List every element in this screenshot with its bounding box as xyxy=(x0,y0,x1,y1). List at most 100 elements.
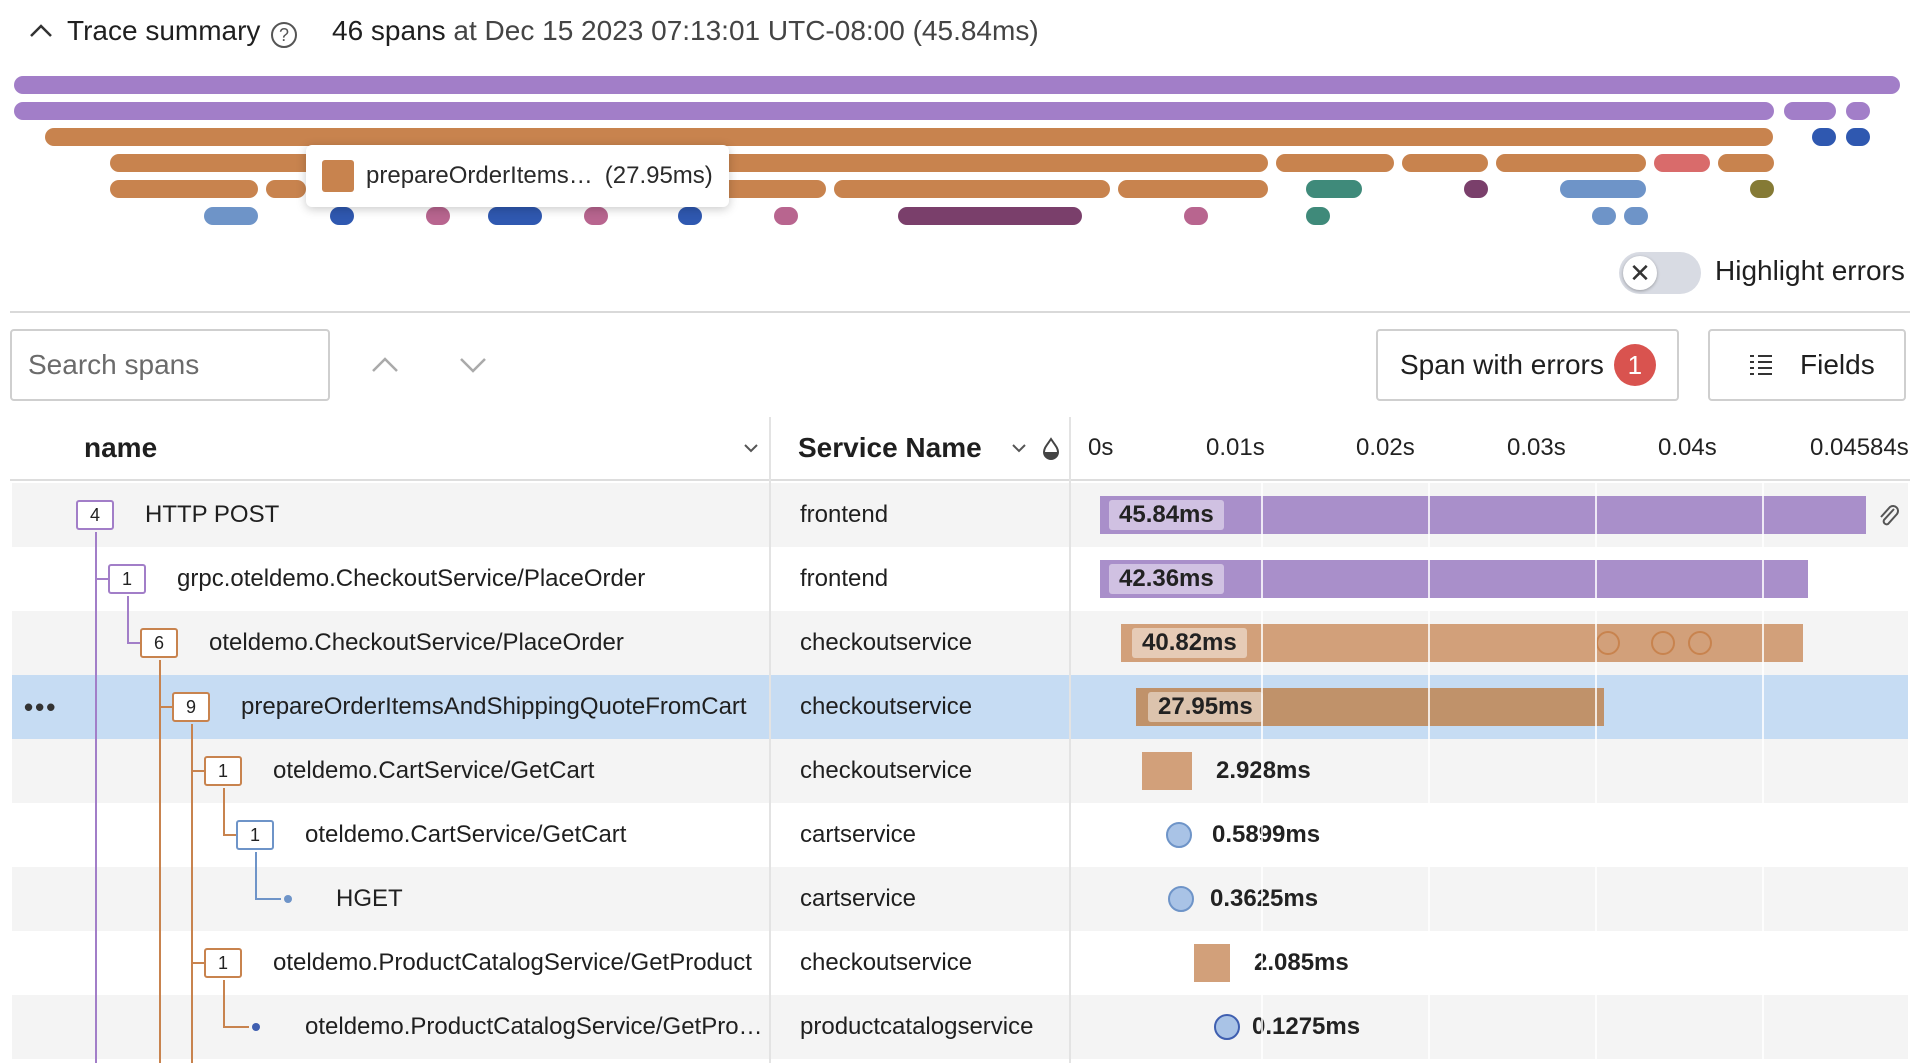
span-name: oteldemo.ProductCatalogService/GetPro… xyxy=(305,1013,763,1040)
tree-line xyxy=(223,834,236,836)
previous-match-button[interactable] xyxy=(355,337,415,393)
column-divider[interactable] xyxy=(1069,417,1071,1063)
tree-line xyxy=(159,660,161,1063)
child-count-badge[interactable]: 9 xyxy=(172,692,210,722)
child-count-badge[interactable]: 1 xyxy=(204,756,242,786)
minimap-bar xyxy=(1118,180,1268,198)
table-row[interactable]: 4 HTTP POST frontend 45.84ms xyxy=(12,483,1908,547)
minimap-bar xyxy=(45,128,1773,146)
trace-meta: 46 spans at Dec 15 2023 07:13:01 UTC-08:… xyxy=(332,15,1039,47)
table-row[interactable]: 1 oteldemo.CartService/GetCart cartservi… xyxy=(12,803,1908,867)
service-name: checkoutservice xyxy=(800,693,973,720)
column-header-service[interactable]: Service Name xyxy=(798,432,982,463)
tree-line xyxy=(191,770,204,772)
minimap-bar xyxy=(1496,154,1646,172)
span-with-errors-label: Span with errors xyxy=(1400,349,1604,380)
span-duration: 27.95ms xyxy=(1148,692,1263,722)
timeline-tick: 0s xyxy=(1088,434,1114,461)
child-count-badge[interactable]: 4 xyxy=(76,500,114,530)
chevron-down-icon[interactable] xyxy=(1010,441,1028,455)
child-count-badge[interactable]: 1 xyxy=(108,564,146,594)
timeline-tick: 0.01s xyxy=(1206,434,1265,461)
close-icon: ✕ xyxy=(1623,256,1657,290)
help-icon[interactable]: ? xyxy=(271,22,297,48)
span-duration: 0.3625ms xyxy=(1210,885,1319,912)
minimap-bar xyxy=(488,207,542,225)
minimap-bar xyxy=(1750,180,1774,198)
event-marker[interactable] xyxy=(1596,631,1620,655)
span-duration: 45.84ms xyxy=(1109,500,1224,530)
table-row[interactable]: oteldemo.ProductCatalogService/GetPro… p… xyxy=(12,995,1908,1059)
divider xyxy=(10,311,1910,313)
fields-button[interactable]: Fields xyxy=(1708,329,1906,401)
table-row[interactable]: 6 oteldemo.CheckoutService/PlaceOrder ch… xyxy=(12,611,1908,675)
span-duration: 2.085ms xyxy=(1254,949,1349,976)
chevron-down-icon[interactable] xyxy=(742,441,760,455)
minimap-bar xyxy=(1846,102,1870,120)
table-row[interactable]: 1 oteldemo.ProductCatalogService/GetProd… xyxy=(12,931,1908,995)
minimap-bar xyxy=(1846,128,1870,146)
minimap-bar xyxy=(678,207,702,225)
service-name: checkoutservice xyxy=(800,757,973,784)
tree-line xyxy=(255,852,257,898)
trace-summary-title[interactable]: Trace summary xyxy=(67,15,261,46)
fields-label: Fields xyxy=(1800,349,1875,380)
tree-leaf-dot xyxy=(252,1023,260,1031)
timeline-tick: 0.03s xyxy=(1507,434,1566,461)
minimap-bar xyxy=(1718,154,1774,172)
span-bar xyxy=(1100,560,1808,598)
table-row-selected[interactable]: ••• 9 prepareOrderItemsAndShippingQuoteF… xyxy=(12,675,1908,739)
timeline-gridline xyxy=(1762,481,1764,1063)
minimap-bar xyxy=(110,180,258,198)
span-point xyxy=(1214,1014,1240,1040)
table-row[interactable]: 1 oteldemo.CartService/GetCart checkouts… xyxy=(12,739,1908,803)
span-duration: 40.82ms xyxy=(1132,628,1247,658)
minimap-bar xyxy=(1784,102,1836,120)
minimap-bar xyxy=(1184,207,1208,225)
list-icon xyxy=(1750,355,1772,375)
span-duration: 2.928ms xyxy=(1216,757,1311,784)
table-row[interactable]: HGET cartservice 0.3625ms xyxy=(12,867,1908,931)
span-name: grpc.oteldemo.CheckoutService/PlaceOrder xyxy=(177,565,646,592)
tree-line xyxy=(191,724,193,1063)
column-divider[interactable] xyxy=(769,417,771,1063)
minimap-bar xyxy=(426,207,450,225)
minimap-bar xyxy=(204,207,258,225)
trace-timestamp: at Dec 15 2023 07:13:01 UTC-08:00 (45.84… xyxy=(453,15,1039,46)
minimap-bar xyxy=(1306,180,1362,198)
tree-line xyxy=(223,1026,249,1028)
tree-line xyxy=(159,706,172,708)
column-header-name[interactable]: name xyxy=(84,432,158,463)
minimap-bar xyxy=(1276,154,1394,172)
span-duration: 42.36ms xyxy=(1109,564,1224,594)
paperclip-icon[interactable] xyxy=(1876,501,1902,529)
table-row[interactable]: 1 grpc.oteldemo.CheckoutService/PlaceOrd… xyxy=(12,547,1908,611)
span-bar xyxy=(1100,496,1866,534)
service-color-swatch xyxy=(322,160,354,192)
span-bar xyxy=(1136,688,1604,726)
service-name: productcatalogservice xyxy=(800,1013,1034,1040)
span-with-errors-button[interactable]: Span with errors 1 xyxy=(1376,329,1679,401)
highlight-errors-toggle[interactable]: ✕ xyxy=(1619,252,1701,294)
child-count-badge[interactable]: 1 xyxy=(236,820,274,850)
child-count-badge[interactable]: 6 xyxy=(140,628,178,658)
timeline-tick: 0.04s xyxy=(1658,434,1717,461)
minimap-bar xyxy=(330,207,354,225)
minimap-bar xyxy=(1654,154,1710,172)
next-match-button[interactable] xyxy=(443,337,503,393)
child-count-badge[interactable]: 1 xyxy=(204,948,242,978)
minimap-bar xyxy=(1812,128,1836,146)
event-marker[interactable] xyxy=(1688,631,1712,655)
search-input[interactable] xyxy=(10,329,330,401)
event-marker[interactable] xyxy=(1651,631,1675,655)
span-name: oteldemo.CartService/GetCart xyxy=(273,757,595,784)
tooltip-span-name: prepareOrderItems… xyxy=(366,162,593,189)
color-drop-icon[interactable] xyxy=(1040,436,1062,462)
minimap-bar xyxy=(898,207,1082,225)
timeline-gridline xyxy=(1261,481,1263,1063)
row-actions-icon[interactable]: ••• xyxy=(24,692,58,722)
tooltip-duration: (27.95ms) xyxy=(604,162,713,189)
minimap-bar xyxy=(266,180,306,198)
collapse-chevron-icon[interactable] xyxy=(28,18,54,44)
span-duration: 0.5899ms xyxy=(1212,821,1321,848)
